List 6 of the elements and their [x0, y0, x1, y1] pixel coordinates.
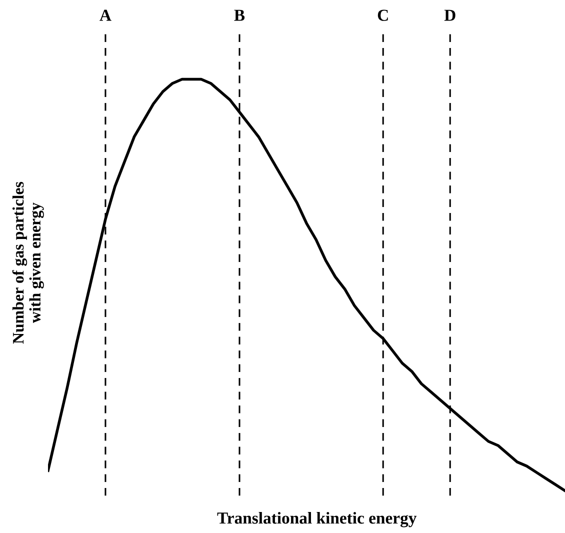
x-tick-label: B	[234, 10, 245, 21]
x-tick-label: D	[444, 10, 456, 21]
x-axis-title: Translational kinetic energy	[217, 512, 417, 528]
x-tick-label: A	[100, 10, 112, 21]
y-axis-title: Number of gas particles with given energy	[12, 182, 44, 344]
x-tick-label: C	[378, 10, 388, 21]
